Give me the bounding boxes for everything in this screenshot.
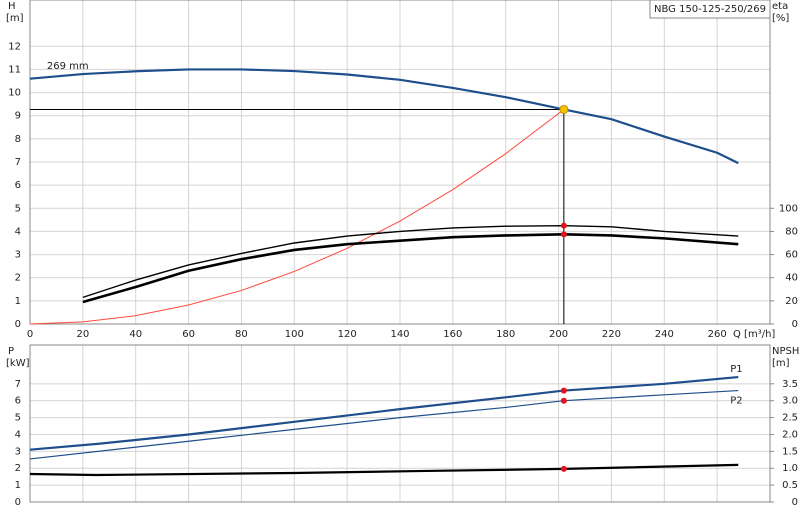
y-tick-label: 3 [15, 446, 21, 457]
y-tick-label: 6 [15, 180, 21, 191]
x-tick-label: 200 [549, 329, 568, 340]
series-line [29, 68, 739, 165]
y-tick-label: 2 [15, 273, 21, 284]
x-tick-label: 40 [129, 329, 142, 340]
y2-tick-label: 1.0 [782, 463, 798, 474]
plot-frame [29, 344, 771, 503]
x-tick-label: 20 [76, 329, 89, 340]
x-tick-label: 0 [27, 329, 33, 340]
y-tick-label: 7 [15, 157, 21, 168]
y-tick-label: 1 [15, 480, 21, 491]
series-label: P1 [730, 364, 742, 375]
y2-tick-label: 0.5 [782, 480, 798, 491]
series-line [82, 233, 739, 304]
x-tick-label: 100 [285, 329, 304, 340]
x-axis-label: Q [m³/h] [733, 329, 775, 340]
y-tick-label: 11 [8, 64, 21, 75]
series-line [29, 109, 565, 325]
y-tick-label: 0 [15, 497, 21, 508]
y-tick-label: 4 [15, 226, 21, 237]
series-line [29, 389, 739, 460]
y2-axis-unit: [m] [772, 358, 790, 369]
y2-axis-unit: [%] [772, 13, 789, 24]
y-axis-label: P [8, 346, 14, 357]
plot-frame [29, 0, 771, 325]
y2-tick-label: 2.0 [782, 429, 798, 440]
y-tick-label: 10 [8, 88, 21, 99]
y-tick-label: 0 [15, 319, 21, 330]
y-tick-label: 6 [15, 396, 21, 407]
title-box [649, 0, 771, 19]
x-tick-label: 80 [235, 329, 248, 340]
operating-point [560, 231, 567, 238]
y-tick-label: 7 [15, 379, 21, 390]
y2-axis-label: eta [772, 1, 788, 12]
y2-tick-label: 1.5 [782, 446, 798, 457]
series-label: 269 mm [47, 61, 89, 72]
y-axis-label: H [8, 1, 16, 12]
y2-tick-label: 3.0 [782, 396, 798, 407]
y2-tick-label: 20 [785, 296, 798, 307]
y-axis-unit: [m] [6, 13, 24, 24]
y2-tick-label: 80 [785, 226, 798, 237]
y2-tick-label: 0 [792, 497, 798, 508]
x-tick-label: 260 [708, 329, 727, 340]
x-tick-label: 120 [338, 329, 357, 340]
y-tick-label: 5 [15, 413, 21, 424]
series-line [82, 224, 739, 299]
series-label: P2 [730, 396, 742, 407]
y2-tick-label: 0 [792, 319, 798, 330]
y2-tick-label: 2.5 [782, 413, 798, 424]
x-tick-label: 240 [655, 329, 674, 340]
y2-tick-label: 3.5 [782, 379, 798, 390]
y2-axis-label: NPSH [772, 346, 799, 357]
x-tick-label: 60 [182, 329, 195, 340]
y-tick-label: 4 [15, 429, 21, 440]
series-line [29, 463, 739, 477]
y-tick-label: 2 [15, 463, 21, 474]
chart-title: NBG 150-125-250/269 [654, 4, 766, 15]
y2-tick-label: 100 [779, 203, 798, 214]
operating-point [559, 104, 569, 114]
series-line [29, 375, 739, 451]
x-tick-label: 140 [390, 329, 409, 340]
y-tick-label: 12 [8, 41, 21, 52]
operating-point [560, 397, 567, 404]
operating-point [560, 465, 567, 472]
operating-point [560, 387, 567, 394]
y-tick-label: 5 [15, 203, 21, 214]
y-tick-label: 9 [15, 111, 21, 122]
y-tick-label: 3 [15, 250, 21, 261]
y-tick-label: 1 [15, 296, 21, 307]
y2-tick-label: 60 [785, 250, 798, 261]
x-tick-label: 180 [496, 329, 515, 340]
y-tick-label: 8 [15, 134, 21, 145]
y-axis-unit: [kW] [6, 358, 30, 369]
y2-tick-label: 40 [785, 273, 798, 284]
operating-point [560, 222, 567, 229]
x-tick-label: 160 [443, 329, 462, 340]
x-tick-label: 220 [602, 329, 621, 340]
